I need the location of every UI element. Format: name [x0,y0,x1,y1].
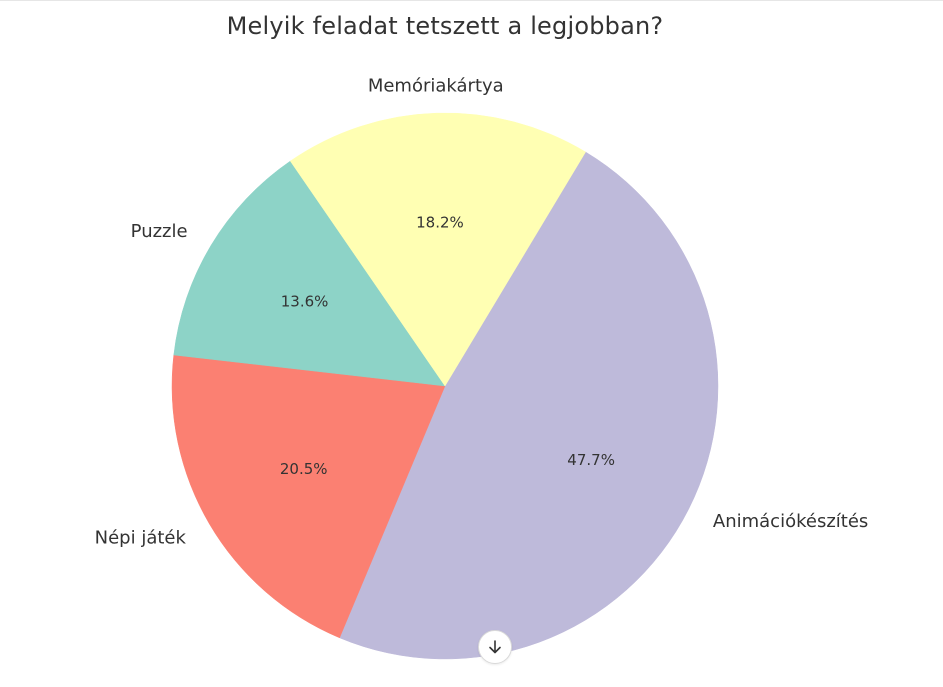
top-divider [0,0,943,1]
pie-category-label: Népi játék [95,527,187,548]
chart-title: Melyik feladat tetszett a legjobban? [226,12,664,40]
pie-category-label: Animációkészítés [713,511,868,532]
pie-slice [171,354,446,639]
pie-slice [289,112,586,387]
pie-percent-label: 13.6% [281,293,329,311]
pie-percent-label: 20.5% [280,460,328,478]
arrow-down-icon [489,640,501,654]
pie-category-label: Memóriakártya [368,75,504,96]
pie-slice [173,160,446,387]
pie-percent-label: 18.2% [416,213,464,231]
pie-percent-label: 47.7% [567,451,615,469]
pie-slice [339,151,719,660]
scroll-down-button[interactable] [478,630,512,664]
pie-category-label: Puzzle [131,221,188,242]
